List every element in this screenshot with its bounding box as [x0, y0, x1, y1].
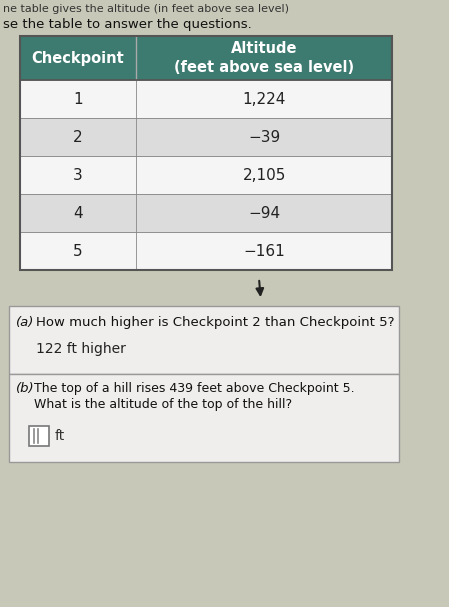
Text: ne table gives the altitude (in feet above sea level): ne table gives the altitude (in feet abo…: [3, 4, 289, 14]
Bar: [20, 156, 392, 194]
Bar: [29, 426, 49, 446]
Text: −94: −94: [248, 206, 280, 220]
Text: 2: 2: [73, 129, 83, 144]
Text: (a): (a): [16, 316, 35, 329]
Text: 5: 5: [73, 243, 83, 259]
Bar: [20, 118, 392, 156]
Text: 4: 4: [73, 206, 83, 220]
Text: (b): (b): [16, 382, 35, 395]
Bar: [20, 36, 392, 270]
Text: 1,224: 1,224: [242, 92, 286, 106]
Bar: [9, 374, 399, 462]
Text: The top of a hill rises 439 feet above Checkpoint 5.: The top of a hill rises 439 feet above C…: [35, 382, 355, 395]
Text: −161: −161: [243, 243, 285, 259]
Bar: [20, 232, 392, 270]
Text: How much higher is Checkpoint 2 than Checkpoint 5?: How much higher is Checkpoint 2 than Che…: [36, 316, 395, 329]
Text: Altitude
(feet above sea level): Altitude (feet above sea level): [174, 41, 354, 75]
Text: Checkpoint: Checkpoint: [32, 50, 124, 66]
Text: 122 ft higher: 122 ft higher: [36, 342, 126, 356]
Bar: [20, 80, 392, 118]
Bar: [9, 306, 399, 374]
Text: What is the altitude of the top of the hill?: What is the altitude of the top of the h…: [35, 398, 293, 411]
Text: 2,105: 2,105: [242, 168, 286, 183]
Bar: [20, 194, 392, 232]
Text: ft: ft: [54, 429, 65, 443]
Text: 1: 1: [73, 92, 83, 106]
Bar: [20, 36, 392, 80]
Text: −39: −39: [248, 129, 280, 144]
Text: se the table to answer the questions.: se the table to answer the questions.: [3, 18, 251, 31]
Text: 3: 3: [73, 168, 83, 183]
